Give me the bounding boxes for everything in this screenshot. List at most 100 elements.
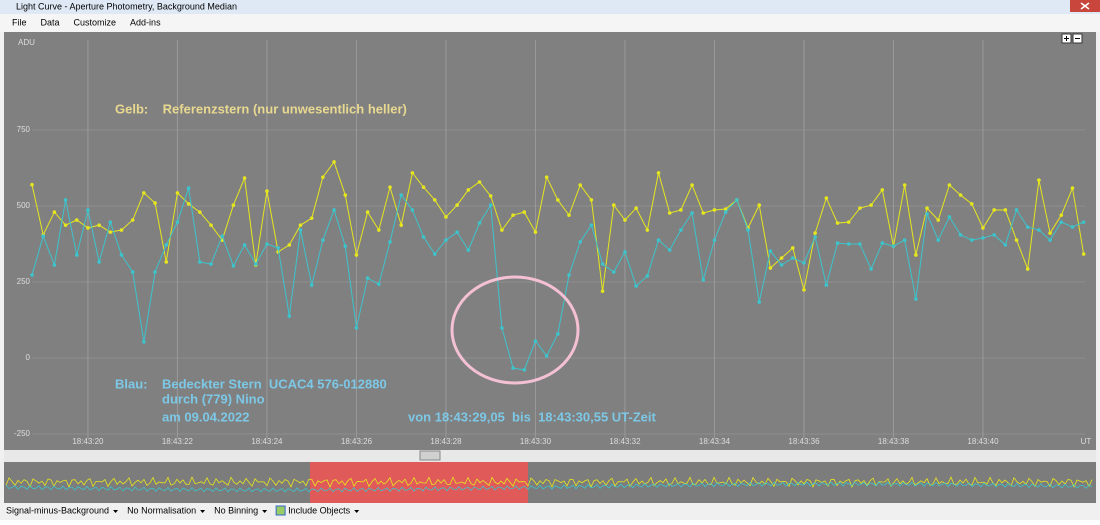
menu-item[interactable]: Data [41, 17, 60, 27]
data-point [981, 226, 985, 230]
data-point [365, 210, 370, 214]
menu-item[interactable]: Add-ins [130, 17, 161, 27]
data-point [623, 218, 627, 222]
data-point [388, 185, 392, 189]
data-point [712, 238, 717, 242]
data-point [522, 210, 527, 214]
data-point [1003, 208, 1008, 212]
data-point [735, 198, 739, 202]
data-point [813, 231, 817, 235]
data-point [477, 180, 482, 184]
menu-item[interactable]: Customize [74, 17, 117, 27]
data-point [880, 241, 885, 245]
zoom-in-icon [1064, 36, 1069, 41]
data-point [399, 193, 403, 197]
data-point [1048, 231, 1052, 235]
data-point [1081, 220, 1086, 224]
data-point [880, 188, 885, 192]
data-point [634, 284, 638, 288]
data-point [556, 332, 560, 336]
data-point [242, 176, 247, 180]
data-point [309, 216, 314, 220]
data-point [802, 288, 806, 292]
data-point [1003, 243, 1008, 247]
annotation: Blau: Bedeckter Stern UCAC4 576-012880 [115, 376, 387, 391]
x-axis-label: UT [1081, 437, 1092, 446]
data-point [477, 221, 482, 225]
data-point [533, 230, 538, 234]
data-point [175, 191, 180, 195]
data-point [578, 240, 583, 244]
data-point [511, 366, 515, 370]
data-point [858, 242, 862, 246]
data-point [567, 213, 571, 217]
data-point [354, 253, 359, 257]
highlight-circle [450, 275, 580, 385]
data-point [757, 203, 762, 207]
data-point [399, 223, 403, 227]
data-point [779, 256, 784, 260]
status-dropdown[interactable]: Include Objects [288, 505, 351, 515]
data-point [86, 226, 90, 230]
data-point [164, 243, 169, 247]
data-point [544, 354, 549, 358]
data-point [869, 267, 873, 271]
y-tick-label: 750 [17, 125, 31, 134]
scrollbar[interactable] [4, 450, 1096, 462]
x-tick-label: 18:43:32 [609, 437, 641, 446]
data-point [41, 234, 45, 238]
data-point [52, 210, 57, 214]
y-tick-label: -250 [14, 429, 31, 438]
checkbox [275, 505, 286, 516]
data-point [947, 215, 952, 219]
data-point [500, 326, 504, 330]
data-point [466, 188, 471, 192]
data-point [97, 260, 101, 264]
data-point [298, 223, 303, 227]
data-point [690, 183, 694, 187]
dropdown-arrow [354, 510, 360, 513]
data-point [802, 261, 806, 265]
data-point [824, 283, 829, 287]
scroll-thumb[interactable] [419, 450, 441, 461]
data-point [377, 282, 381, 286]
data-point [52, 263, 57, 267]
data-point [444, 215, 448, 219]
data-point [209, 223, 213, 227]
data-point [969, 202, 974, 206]
data-point [511, 213, 515, 217]
status-dropdown[interactable]: No Binning [214, 505, 258, 515]
x-tick-label: 18:43:28 [430, 437, 462, 446]
title-bar [0, 0, 1100, 14]
data-point [914, 253, 918, 257]
data-point [611, 270, 616, 274]
data-point [947, 183, 952, 187]
data-point [679, 228, 683, 232]
data-point [287, 314, 292, 318]
data-point [30, 182, 34, 187]
data-point [544, 175, 549, 179]
menu-item[interactable]: File [12, 17, 27, 27]
data-point [321, 175, 325, 179]
data-point [768, 249, 773, 253]
data-point [824, 196, 829, 200]
data-point [556, 198, 560, 202]
status-dropdown[interactable]: No Normalisation [127, 505, 196, 515]
data-point [578, 183, 583, 187]
status-dropdown[interactable]: Signal-minus-Background [6, 505, 109, 515]
data-point [455, 203, 459, 207]
data-point [410, 171, 415, 175]
x-tick-label: 18:43:24 [251, 437, 283, 446]
data-point [332, 208, 336, 212]
data-point [1037, 178, 1041, 182]
data-point [108, 220, 113, 224]
data-point [466, 248, 471, 252]
data-point [209, 262, 213, 266]
x-tick-label: 18:43:30 [520, 437, 552, 446]
window-title: Light Curve - Aperture Photometry, Backg… [16, 1, 237, 11]
data-point [365, 276, 370, 280]
data-point [779, 263, 784, 267]
data-point [645, 228, 650, 232]
data-point [958, 193, 963, 197]
